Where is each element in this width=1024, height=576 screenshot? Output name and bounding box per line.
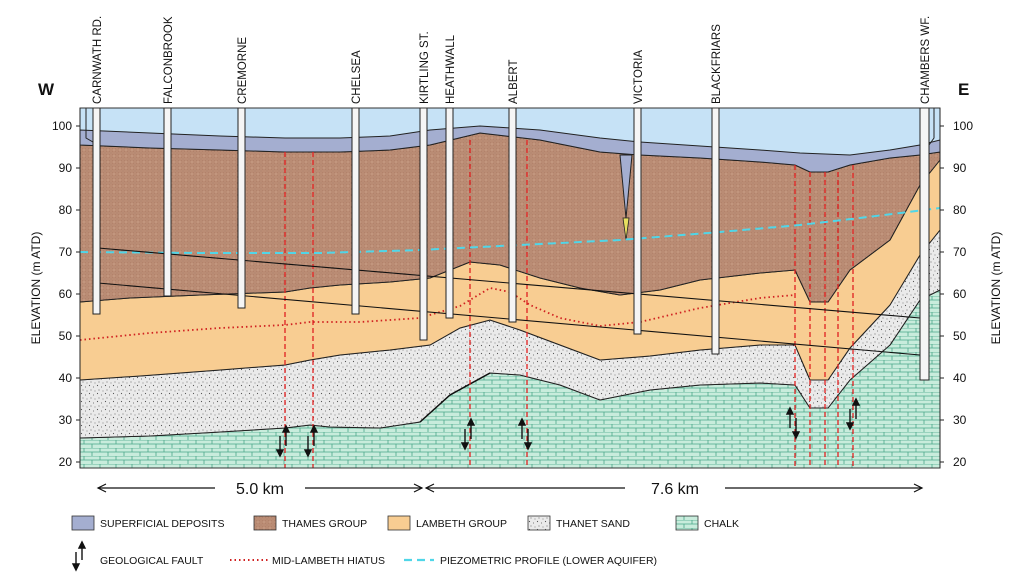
right-tick-label: 30 <box>953 413 967 427</box>
legend-label-chalk: CHALK <box>704 518 739 530</box>
right-axis-title: ELEVATION (m ATD) <box>989 232 1003 345</box>
legend-fault-icon <box>71 540 87 572</box>
fault-symbol <box>460 417 476 451</box>
distance-label-east: 7.6 km <box>651 481 699 498</box>
fault-symbol <box>517 417 533 451</box>
distance-label-west: 5.0 km <box>236 481 284 498</box>
fault-symbol <box>275 424 291 458</box>
borehole-label: KIRTLING ST. <box>419 31 431 104</box>
borehole-label: CHAMBERS WF. <box>920 16 932 104</box>
legend-swatch-thanet <box>527 515 551 531</box>
victoria-channel-base <box>622 217 630 241</box>
right-tick-label: 100 <box>953 119 973 133</box>
right-tick-label: 90 <box>953 161 967 175</box>
right-tick-label: 20 <box>953 455 967 469</box>
left-tick-label: 20 <box>59 455 73 469</box>
left-axis: 100 90 80 70 60 50 40 30 20 ELEVATION (m… <box>29 108 81 469</box>
borehole-label: VICTORIA <box>633 50 645 104</box>
legend-swatch-lambeth <box>387 515 411 531</box>
borehole-label: CARNWATH RD. <box>92 16 104 104</box>
legend-swatch-superficial <box>71 515 95 531</box>
left-tick-label: 50 <box>59 329 73 343</box>
legend-swatch-chalk <box>675 515 699 531</box>
borehole-label: ALBERT <box>508 59 520 104</box>
legend-label-fault: GEOLOGICAL FAULT <box>100 555 204 567</box>
east-label: E <box>958 80 969 99</box>
borehole-label: CREMORNE <box>237 37 249 104</box>
fault-symbol <box>303 424 319 458</box>
cross-section <box>79 107 941 469</box>
borehole-labels: CARNWATH RD. FALCONBROOK CREMORNE CHELSE… <box>92 16 932 104</box>
borehole-label: HEATHWALL <box>445 34 457 104</box>
legend-label-lambeth: LAMBETH GROUP <box>416 518 507 530</box>
legend-label-piezo: PIEZOMETRIC PROFILE (LOWER AQUIFER) <box>440 555 657 567</box>
left-tick-label: 40 <box>59 371 73 385</box>
left-tick-label: 60 <box>59 287 73 301</box>
thanet-chalk-boundary <box>419 372 491 423</box>
borehole-label: FALCONBROOK <box>163 16 175 104</box>
fault-symbol <box>845 397 861 431</box>
victoria-channel <box>619 154 633 219</box>
left-tick-label: 100 <box>52 119 72 133</box>
borehole-label: CHELSEA <box>351 50 363 104</box>
legend-label-hiatus: MID-LAMBETH HIATUS <box>272 555 385 567</box>
right-tick-label: 60 <box>953 287 967 301</box>
legend-label-thanet: THANET SAND <box>556 518 630 530</box>
left-tick-label: 70 <box>59 245 73 259</box>
west-label: W <box>38 80 55 99</box>
right-axis: 100 90 80 70 60 50 40 30 20 ELEVATION (m… <box>939 108 1003 469</box>
legend-label-thames: THAMES GROUP <box>282 518 367 530</box>
borehole-label: BLACKFRIARS <box>711 24 723 104</box>
fault-symbols <box>275 397 861 458</box>
distance-scale <box>96 483 924 493</box>
right-tick-label: 70 <box>953 245 967 259</box>
right-tick-label: 50 <box>953 329 967 343</box>
right-tick-label: 80 <box>953 203 967 217</box>
left-axis-title: ELEVATION (m ATD) <box>29 232 43 345</box>
legend-label-superficial: SUPERFICIAL DEPOSITS <box>100 518 224 530</box>
legend-swatch-thames <box>253 515 277 531</box>
legend: SUPERFICIAL DEPOSITS THAMES GROUP LAMBET… <box>71 515 739 572</box>
left-tick-label: 80 <box>59 203 73 217</box>
left-tick-label: 30 <box>59 413 73 427</box>
fault-symbol <box>785 406 801 440</box>
left-tick-label: 90 <box>59 161 73 175</box>
right-tick-label: 40 <box>953 371 967 385</box>
